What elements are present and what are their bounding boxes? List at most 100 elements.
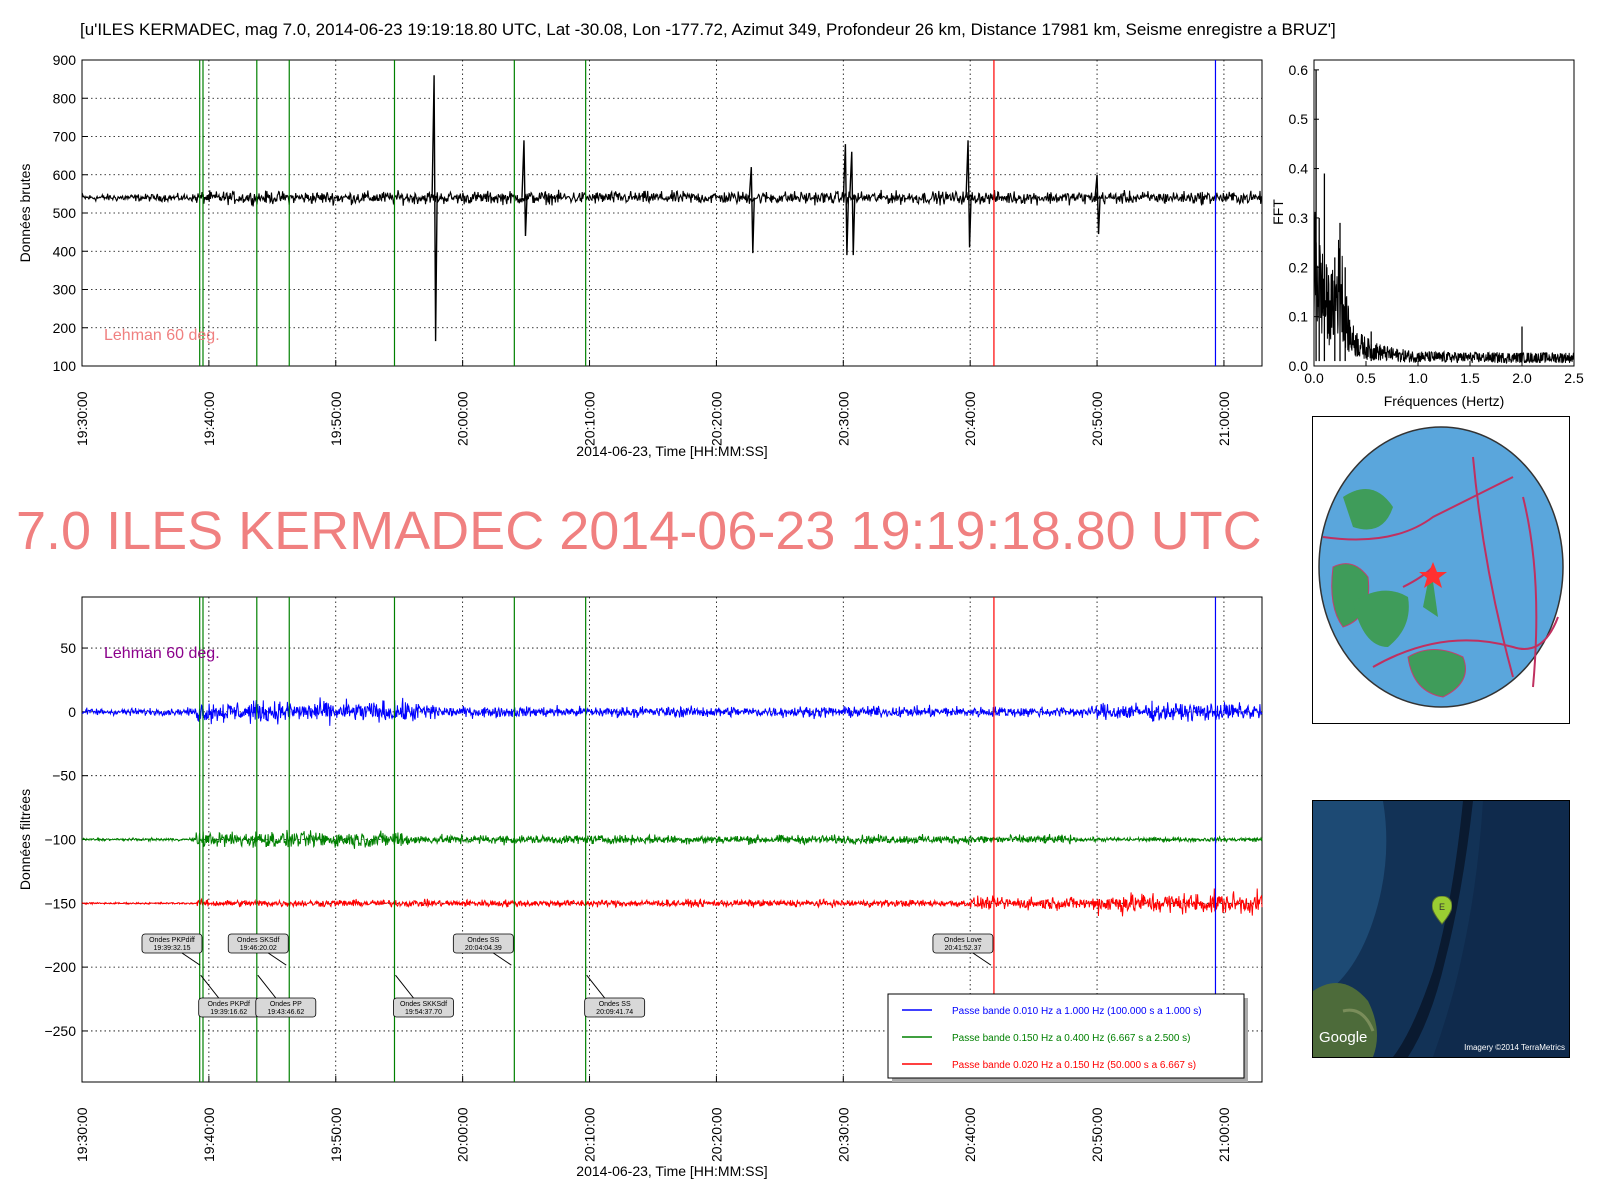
- x-tick-label: 20:40:00: [962, 1107, 978, 1162]
- phase-annotation-box: [393, 997, 454, 1018]
- raw-spike: [849, 151, 856, 256]
- fft-trace: [1313, 211, 1575, 365]
- raw-spike: [1094, 174, 1101, 235]
- fft-x-tick-label: 2.0: [1512, 370, 1532, 386]
- y-tick-label: 400: [53, 243, 77, 259]
- x-tick-label: 19:40:00: [201, 1107, 217, 1162]
- phase-arrow: [972, 952, 992, 966]
- phase-annotation-text: Ondes SKKSdf: [400, 1001, 447, 1008]
- phase-arrow: [586, 974, 606, 999]
- google-logo: Google: [1319, 1029, 1368, 1046]
- fft-y-tick-label: 0.1: [1289, 309, 1309, 325]
- legend-box: [887, 993, 1245, 1079]
- fft-y-label: FFT: [1270, 199, 1286, 225]
- globe-map: [1312, 416, 1570, 724]
- lehman-annotation: Lehman 60 deg.: [104, 327, 220, 344]
- fft-y-tick-label: 0.3: [1289, 210, 1309, 226]
- y-tick-label: 200: [53, 320, 77, 336]
- phase-annotation-box: [932, 933, 994, 954]
- x-tick-label: 20:00:00: [455, 391, 471, 446]
- y-tick-label: −50: [52, 768, 76, 784]
- fft-x-tick-label: 1.5: [1460, 370, 1480, 386]
- epicenter-star-icon: [1419, 562, 1447, 588]
- y-tick-label: −200: [44, 959, 76, 975]
- y-tick-label: −100: [44, 832, 76, 848]
- x-tick-label: 21:00:00: [1216, 391, 1232, 446]
- event-title: 7.0 ILES KERMADEC 2014-06-23 19:19:18.80…: [16, 501, 1262, 561]
- x-tick-label: 21:00:00: [1216, 1107, 1232, 1162]
- legend-label: Passe bande 0.010 Hz a 1.000 Hz (100.000…: [952, 1006, 1202, 1017]
- x-tick-label: 20:10:00: [582, 1107, 598, 1162]
- fft-x-tick-label: 2.5: [1564, 370, 1584, 386]
- x-tick-label: 20:20:00: [708, 1107, 724, 1162]
- phase-annotation-text: Ondes PKPdiff: [149, 937, 195, 944]
- x-axis-label: 2014-06-23, Time [HH:MM:SS]: [576, 443, 767, 459]
- phase-annotation-text: 19:46:20.02: [240, 945, 277, 952]
- y-tick-label: 500: [53, 205, 77, 221]
- phase-annotation-text: Ondes SS: [599, 1001, 631, 1008]
- x-tick-label: 19:50:00: [328, 391, 344, 446]
- x-tick-label: 20:20:00: [708, 391, 724, 446]
- phase-annotation-text: Ondes PP: [270, 1001, 302, 1008]
- raw-spike: [748, 167, 756, 254]
- fft-y-tick-label: 0.6: [1289, 62, 1309, 78]
- phase-annotation-text: Ondes PKPdf: [207, 1001, 249, 1008]
- filtered-series-trace: [81, 888, 1263, 917]
- raw-spike: [431, 75, 438, 342]
- phase-arrow: [200, 974, 220, 999]
- fft-frame: [1313, 59, 1575, 367]
- raw-trace: [81, 189, 1263, 207]
- globe-icon: [1318, 426, 1564, 708]
- y-tick-label: 800: [53, 90, 77, 106]
- phase-annotation-text: Ondes SKSdf: [237, 937, 279, 944]
- x-tick-label: 20:30:00: [835, 391, 851, 446]
- x-tick-label: 19:50:00: [328, 1107, 344, 1162]
- fft-y-tick-label: 0.4: [1289, 161, 1309, 177]
- y-tick-label: 900: [53, 52, 77, 68]
- filtered-series-trace: [81, 697, 1263, 726]
- fft-x-tick-label: 0.0: [1304, 370, 1324, 386]
- x-tick-label: 20:50:00: [1089, 391, 1105, 446]
- y-axis-label: Données brutes: [17, 164, 33, 263]
- raw-spike: [521, 140, 528, 236]
- y-tick-label: −150: [44, 895, 76, 911]
- legend-label: Passe bande 0.150 Hz a 0.400 Hz (6.667 s…: [952, 1033, 1191, 1044]
- x-tick-label: 19:40:00: [201, 391, 217, 446]
- phase-annotation-text: 19:43:46.62: [267, 1009, 304, 1016]
- fft-y-tick-label: 0.0: [1289, 358, 1309, 374]
- phase-arrow: [395, 974, 414, 999]
- phase-arrow: [257, 974, 277, 999]
- satellite-map: E Google Imagery ©2014 TerraMetrics: [1312, 800, 1570, 1058]
- raw-spike: [965, 140, 972, 248]
- x-tick-label: 20:30:00: [835, 1107, 851, 1162]
- phase-annotation-text: Ondes Love: [944, 937, 982, 944]
- phase-annotation-box: [452, 933, 514, 954]
- plot-frame: [81, 59, 1263, 367]
- fft-x-tick-label: 1.0: [1408, 370, 1428, 386]
- fft-y-tick-label: 0.5: [1289, 111, 1309, 127]
- raw-spike: [842, 144, 850, 256]
- phase-annotation-text: Ondes SS: [467, 937, 499, 944]
- y-tick-label: 700: [53, 129, 77, 145]
- phase-annotation-text: 19:39:32.15: [154, 945, 191, 952]
- lehman-annotation: Lehman 60 deg.: [104, 645, 220, 662]
- phase-annotation-box: [141, 933, 203, 954]
- phase-arrow: [493, 952, 512, 966]
- filtered-series-trace: [81, 829, 1263, 849]
- y-tick-label: 300: [53, 282, 77, 298]
- y-tick-label: −250: [44, 1023, 76, 1039]
- map-marker-label: E: [1439, 902, 1445, 912]
- phase-annotation-text: 19:39:16.62: [210, 1009, 247, 1016]
- phase-annotation-box: [584, 997, 646, 1018]
- fft-y-tick-label: 0.2: [1289, 259, 1309, 275]
- x-tick-label: 20:50:00: [1089, 1107, 1105, 1162]
- phase-annotation-box: [255, 997, 317, 1018]
- x-axis-label: 2014-06-23, Time [HH:MM:SS]: [576, 1163, 767, 1179]
- phase-arrow: [181, 952, 201, 966]
